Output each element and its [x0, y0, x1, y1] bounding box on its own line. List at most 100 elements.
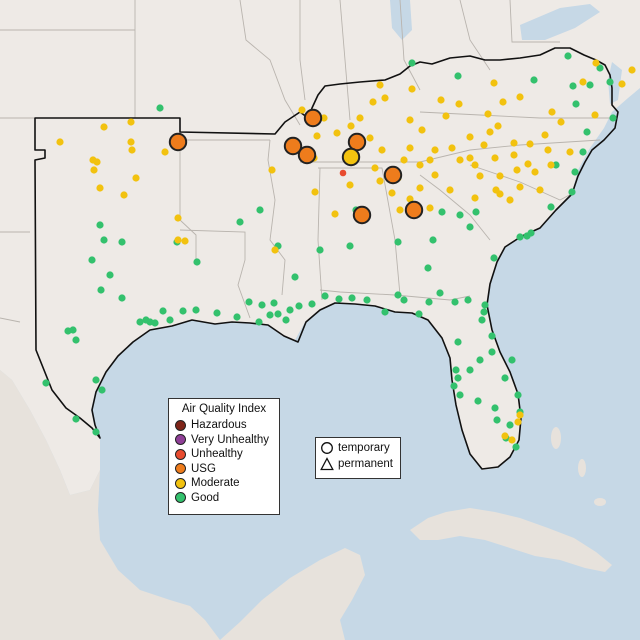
good-monitor-marker: [179, 307, 187, 315]
region-outline: [34, 47, 619, 470]
good-monitor-marker: [193, 258, 201, 266]
moderate-monitor-marker: [356, 114, 364, 122]
temporary-label: temporary: [338, 442, 390, 454]
good-monitor-marker: [474, 397, 482, 405]
good-monitor-marker: [348, 294, 356, 302]
moderate-monitor-marker: [346, 181, 354, 189]
good-monitor-marker: [456, 391, 464, 399]
moderate-monitor-marker: [416, 184, 424, 192]
moderate-monitor-marker: [496, 172, 504, 180]
good-monitor-marker: [508, 356, 516, 364]
moderate-monitor-marker: [592, 59, 600, 67]
moderate-monitor-marker: [431, 171, 439, 179]
good-monitor-marker: [118, 294, 126, 302]
unhealthy-swatch: [175, 448, 186, 460]
permanent-label: permanent: [338, 458, 393, 470]
yucatan-land: [220, 548, 365, 640]
good-monitor-marker: [552, 161, 560, 169]
good-monitor-marker: [609, 114, 617, 122]
good-monitor-marker: [478, 316, 486, 324]
moderate-monitor-marker: [628, 66, 636, 74]
moderate-monitor-marker: [132, 174, 140, 182]
good-monitor-marker: [569, 82, 577, 90]
unhealthy-monitor-marker: [339, 169, 347, 177]
moderate-monitor-marker: [388, 189, 396, 197]
moderate-monitor-marker: [499, 98, 507, 106]
bahamas-island: [594, 498, 606, 506]
moderate-monitor-marker: [268, 166, 276, 174]
good-monitor-marker: [233, 313, 241, 321]
moderate-monitor-marker: [466, 154, 474, 162]
aqi-legend-good: Good: [169, 491, 279, 506]
good-monitor-marker: [488, 348, 496, 356]
aqi-legend-unhealthy: Unhealthy: [169, 447, 279, 462]
good-monitors: [42, 52, 617, 451]
good-monitor-marker: [466, 366, 474, 374]
good-monitor-marker: [400, 296, 408, 304]
aqi-legend-hazardous: Hazardous: [169, 418, 279, 433]
moderate-monitor-marker: [271, 246, 279, 254]
moderate-monitor-marker: [471, 161, 479, 169]
moderate-monitor-marker: [100, 123, 108, 131]
moderate-monitor-marker: [544, 146, 552, 154]
usg-monitors: [168, 108, 424, 225]
good-monitor-marker: [69, 326, 77, 334]
permanent-row: permanent: [316, 456, 400, 472]
good-monitor-marker: [286, 306, 294, 314]
good-monitor-marker: [456, 211, 464, 219]
moderate-monitor-marker: [400, 156, 408, 164]
good-monitor-marker: [572, 100, 580, 108]
moderate-monitor-marker: [516, 93, 524, 101]
usg-monitor-marker: [352, 205, 372, 225]
moderate-monitor-marker: [514, 418, 522, 426]
good-monitor-marker: [452, 366, 460, 374]
moderate-monitor-marker: [524, 160, 532, 168]
good-monitor-marker: [92, 376, 100, 384]
good-monitor-marker: [472, 208, 480, 216]
moderate-monitor-marker: [456, 156, 464, 164]
moderate-monitor-marker: [93, 158, 101, 166]
aqi-legend-label: Unhealthy: [191, 448, 243, 461]
good-monitor-marker: [266, 311, 274, 319]
moderate-monitor-marker: [396, 206, 404, 214]
good-monitor-marker: [282, 316, 290, 324]
moderate-monitor-marker: [408, 85, 416, 93]
moderate-monitor-marker: [161, 148, 169, 156]
moderate-monitor-marker: [476, 172, 484, 180]
good-monitor-marker: [408, 59, 416, 67]
moderate-monitor-marker: [448, 144, 456, 152]
good-monitor-marker: [424, 264, 432, 272]
good-monitor-marker: [429, 236, 437, 244]
good-monitor-marker: [596, 64, 604, 72]
good-monitor-marker: [291, 273, 299, 281]
moderate-monitor-marker: [96, 184, 104, 192]
good-monitor-marker: [579, 148, 587, 156]
good-monitor-marker: [568, 188, 576, 196]
moderate-monitor-marker: [376, 177, 384, 185]
very-unhealthy-swatch: [175, 434, 186, 446]
moderate-monitor-marker: [557, 118, 565, 126]
good-monitor-marker: [512, 443, 520, 451]
monitor-type-legend: temporary permanent: [315, 437, 401, 479]
good-monitor-marker: [516, 233, 524, 241]
moderate-monitor-marker: [494, 122, 502, 130]
bahamas-island: [578, 459, 586, 477]
moderate-monitor-marker: [541, 131, 549, 139]
good-monitor-marker: [142, 316, 150, 324]
good-monitor-marker: [438, 208, 446, 216]
moderate-monitor-marker: [531, 168, 539, 176]
moderate-monitor-marker: [376, 81, 384, 89]
good-monitor-marker: [236, 218, 244, 226]
good-monitor-marker: [454, 72, 462, 80]
good-monitor-marker: [156, 104, 164, 112]
moderate-monitor-marker: [426, 204, 434, 212]
good-monitor-marker: [394, 238, 402, 246]
good-swatch: [175, 492, 186, 504]
moderate-monitor-marker: [516, 183, 524, 191]
aqi-legend-label: Hazardous: [191, 419, 247, 432]
moderate-monitor-marker: [510, 139, 518, 147]
aqi-legend-very-unhealthy: Very Unhealthy: [169, 433, 279, 448]
good-monitor-marker: [564, 52, 572, 60]
moderate-monitor-marker: [526, 140, 534, 148]
aqi-legend-label: Good: [191, 491, 220, 504]
